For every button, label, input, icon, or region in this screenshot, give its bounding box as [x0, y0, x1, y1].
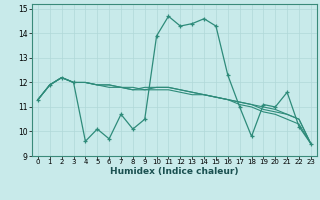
- X-axis label: Humidex (Indice chaleur): Humidex (Indice chaleur): [110, 167, 239, 176]
